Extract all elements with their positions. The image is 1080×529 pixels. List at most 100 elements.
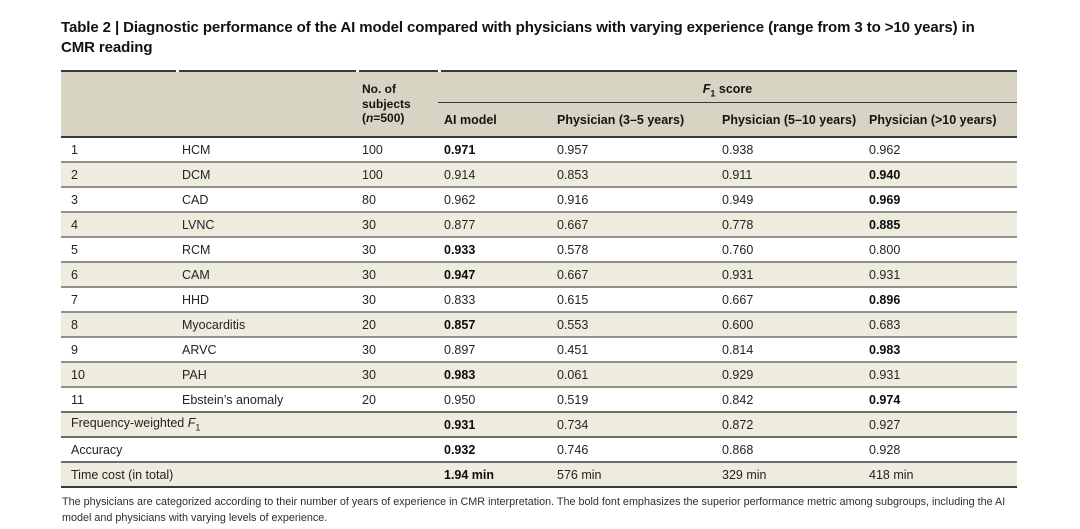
- ai-model-score-cell: 0.947: [444, 267, 476, 282]
- row-number-cell: 4: [71, 217, 78, 232]
- ai-model-score-cell: 0.914: [444, 167, 476, 182]
- ai-model-score-cell: 0.833: [444, 292, 476, 307]
- physician-10-score-cell: 0.931: [869, 267, 901, 282]
- diagnosis-name-cell: LVNC: [182, 217, 215, 232]
- physician-10-score-cell: 0.974: [869, 392, 901, 407]
- physician-10-score-cell: 0.962: [869, 142, 901, 157]
- physician-5-10-score-cell: 0.929: [722, 367, 754, 382]
- table-row: 1 HCM 100 0.971 0.957 0.938 0.962: [61, 137, 1017, 162]
- subjects-count-cell: 30: [362, 342, 376, 357]
- ai-model-score-cell: 0.877: [444, 217, 476, 232]
- ai-model-score-cell: 0.950: [444, 392, 476, 407]
- physician-10-score-cell: 0.931: [869, 367, 901, 382]
- ai-model-score-cell: 1.94 min: [444, 467, 495, 482]
- subjects-count-cell: 30: [362, 367, 376, 382]
- physician-10-score-cell: 0.683: [869, 317, 901, 332]
- summary-row: Frequency-weighted F1 0.931 0.734 0.872 0.92…: [61, 412, 1017, 437]
- table-body: 1 HCM 100 0.971 0.957 0.938 0.962 2 DCM 100 0.914 0…: [61, 137, 1017, 487]
- table-row: 2 DCM 100 0.914 0.853 0.911 0.940: [61, 162, 1017, 187]
- physician-10-score-cell: 418 min: [869, 467, 914, 482]
- diagnosis-name-cell: CAM: [182, 267, 210, 282]
- subjects-count-cell: 100: [362, 142, 383, 157]
- physician-3-5-score-cell: 0.667: [557, 217, 589, 232]
- physician-5-10-column-header: Physician (5–10 years): [716, 102, 863, 137]
- physician-5-10-score-cell: 0.842: [722, 392, 754, 407]
- physician-5-10-score-cell: 329 min: [722, 467, 767, 482]
- physician-3-5-score-cell: 0.519: [557, 392, 589, 407]
- physician-3-5-score-cell: 0.451: [557, 342, 589, 357]
- row-number-cell: 6: [71, 267, 78, 282]
- subjects-count-cell: 100: [362, 167, 383, 182]
- subjects-header-label: No. of subjects: [362, 82, 411, 111]
- table-top-border: [61, 70, 1017, 72]
- row-number-cell: 11: [71, 392, 84, 407]
- physician-10-score-cell: 0.927: [869, 417, 901, 432]
- row-number-cell: 8: [71, 317, 78, 332]
- subjects-n-label: (n=500): [362, 111, 405, 126]
- ai-model-score-cell: 0.857: [444, 317, 476, 332]
- row-number-cell: 2: [71, 167, 78, 182]
- physician-3-5-score-cell: 0.916: [557, 192, 589, 207]
- physician-3-5-score-cell: 0.957: [557, 142, 589, 157]
- table-header: No. of subjects (n=500) F1 score AI mode…: [61, 72, 1017, 137]
- row-number-cell: 9: [71, 342, 78, 357]
- physician-3-5-score-cell: 0.578: [557, 242, 589, 257]
- subjects-count-cell: 30: [362, 242, 376, 257]
- table-row: 9 ARVC 30 0.897 0.451 0.814 0.983: [61, 337, 1017, 362]
- ai-model-column-header: AI model: [438, 102, 551, 137]
- physician-3-5-score-cell: 0.667: [557, 267, 589, 282]
- physician-5-10-score-cell: 0.814: [722, 342, 754, 357]
- table-row: 6 CAM 30 0.947 0.667 0.931 0.931: [61, 262, 1017, 287]
- ai-model-score-cell: 0.962: [444, 192, 476, 207]
- row-number-cell: 7: [71, 292, 78, 307]
- physician-3-5-score-cell: 0.061: [557, 367, 589, 382]
- subjects-count-cell: 30: [362, 217, 376, 232]
- physician-10-score-cell: 0.928: [869, 442, 901, 457]
- diagnostic-performance-table: No. of subjects (n=500) F1 score AI mode…: [61, 72, 1017, 488]
- diagnosis-name-cell: HCM: [182, 142, 211, 157]
- physician-5-10-score-cell: 0.911: [722, 167, 753, 182]
- table-footnote: The physicians are categorized according…: [62, 496, 1006, 524]
- diagnosis-name-cell: PAH: [182, 367, 207, 382]
- table-title: Table 2 | Diagnostic performance of the …: [61, 19, 975, 56]
- physician-5-10-score-cell: 0.778: [722, 217, 754, 232]
- summary-label-cell: Frequency-weighted F1: [71, 416, 201, 433]
- subjects-column-header: No. of subjects (n=500): [356, 72, 438, 137]
- physician-3-5-score-cell: 0.734: [557, 417, 589, 432]
- summary-row: Time cost (in total) 1.94 min 576 min 329 m…: [61, 462, 1017, 487]
- f1-score-group-header: F1 score: [438, 72, 1017, 103]
- subjects-count-cell: 30: [362, 292, 376, 307]
- physician-5-10-score-cell: 0.938: [722, 142, 754, 157]
- subjects-count-cell: 30: [362, 267, 376, 282]
- empty-corner-header-cell: [61, 72, 356, 137]
- f1-score-label: F1 score: [702, 81, 753, 99]
- subjects-count-cell: 20: [362, 317, 376, 332]
- ai-model-score-cell: 0.983: [444, 367, 476, 382]
- physician-3-5-score-cell: 0.553: [557, 317, 589, 332]
- row-number-cell: 10: [71, 367, 85, 382]
- physician-10-score-cell: 0.940: [869, 167, 901, 182]
- diagnosis-name-cell: CAD: [182, 192, 209, 207]
- summary-label-cell: Accuracy: [71, 442, 123, 457]
- physician-3-5-column-header: Physician (3–5 years): [551, 102, 716, 137]
- ai-model-score-cell: 0.933: [444, 242, 476, 257]
- table-row: 10 PAH 30 0.983 0.061 0.929 0.931: [61, 362, 1017, 387]
- physician-3-5-score-cell: 0.746: [557, 442, 589, 457]
- physician-5-10-score-cell: 0.868: [722, 442, 754, 457]
- diagnosis-name-cell: DCM: [182, 167, 211, 182]
- subjects-count-cell: 20: [362, 392, 376, 407]
- physician-10-score-cell: 0.896: [869, 292, 901, 307]
- table-row: 8 Myocarditis 20 0.857 0.553 0.600 0.683: [61, 312, 1017, 337]
- table-row: 4 LVNC 30 0.877 0.667 0.778 0.885: [61, 212, 1017, 237]
- physician-5-10-score-cell: 0.667: [722, 292, 754, 307]
- diagnosis-name-cell: RCM: [182, 242, 211, 257]
- physician-3-5-score-cell: 0.853: [557, 167, 589, 182]
- table-row: 3 CAD 80 0.962 0.916 0.949 0.969: [61, 187, 1017, 212]
- diagnosis-name-cell: HHD: [182, 292, 210, 307]
- table-row: 7 HHD 30 0.833 0.615 0.667 0.896: [61, 287, 1017, 312]
- summary-label-cell: Time cost (in total): [71, 467, 174, 482]
- table-row: 11 Ebstein’s anomaly 20 0.950 0.519 0.842 0.97…: [61, 387, 1017, 412]
- row-number-cell: 5: [71, 242, 78, 257]
- physician-5-10-score-cell: 0.872: [722, 417, 754, 432]
- diagnosis-name-cell: ARVC: [182, 342, 217, 357]
